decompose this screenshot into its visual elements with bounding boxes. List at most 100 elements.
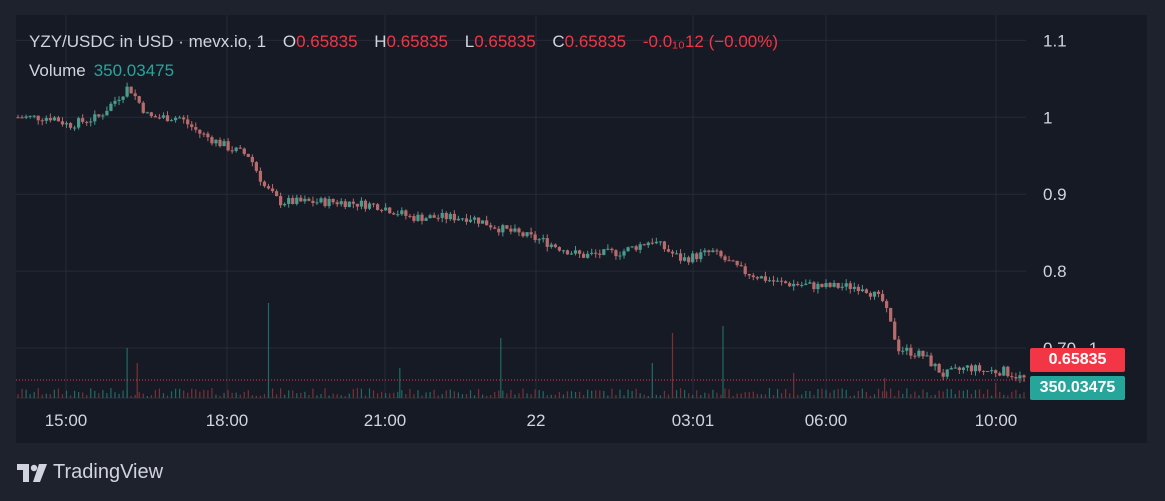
volume-bar	[61, 394, 64, 398]
candle-body	[274, 191, 279, 197]
candle-body	[812, 282, 816, 290]
candle-body	[222, 141, 226, 147]
volume-bar	[421, 395, 423, 398]
volume-bar	[696, 390, 698, 398]
candle-body	[173, 117, 178, 121]
volume-bar	[922, 389, 924, 398]
volume-bar	[647, 395, 649, 398]
candle-body	[759, 276, 763, 279]
candle-body	[64, 123, 69, 125]
candle-body	[218, 139, 222, 147]
volume-bar	[102, 390, 104, 398]
candle-body	[569, 253, 574, 255]
candle-body	[182, 117, 186, 120]
volume-bar	[510, 389, 512, 398]
candle-body	[784, 281, 788, 284]
candle-body	[52, 117, 56, 121]
volume-bar	[562, 394, 565, 398]
volume-bar	[1019, 394, 1021, 398]
candle-body	[864, 289, 869, 294]
candle-body	[109, 103, 113, 111]
volume-bar	[902, 393, 904, 398]
volume-bar	[219, 395, 221, 398]
candle-body	[89, 121, 93, 123]
candle-body	[497, 228, 501, 233]
candle-body	[468, 219, 473, 222]
volume-bar	[69, 395, 72, 398]
volume-bar	[150, 395, 152, 398]
volume-label[interactable]: Volume	[29, 61, 86, 80]
volume-bar	[942, 391, 944, 398]
candle-body	[957, 367, 961, 370]
candle-body	[529, 232, 533, 235]
candle-body	[513, 228, 517, 232]
volume-bar	[461, 394, 464, 398]
volume-bar	[506, 393, 508, 398]
price-chart[interactable]: 1.110.90.80.70₁₄115:0018:0021:002203:010…	[16, 15, 1147, 443]
volume-bar	[453, 391, 455, 398]
volume-bar	[526, 393, 528, 398]
volume-bar	[122, 390, 124, 398]
candle-body	[125, 86, 129, 97]
volume-bar	[134, 394, 136, 398]
high-label: H	[374, 32, 387, 51]
chart-panel[interactable]: 1.110.90.80.70₁₄115:0018:0021:002203:010…	[16, 15, 1147, 443]
candle-body	[97, 114, 101, 117]
candle-body	[674, 253, 679, 255]
candle-body	[573, 250, 578, 254]
time-axis-label: 06:00	[805, 411, 848, 430]
volume-bar	[861, 388, 863, 398]
volume-bar	[813, 395, 815, 398]
volume-bar	[162, 393, 165, 398]
candle-body	[335, 202, 339, 205]
candle-body	[767, 280, 772, 282]
tradingview-logo[interactable]: TradingView	[17, 461, 163, 484]
volume-bar	[41, 394, 43, 398]
candle-body	[262, 181, 267, 187]
candle-body	[561, 250, 566, 252]
candle-body	[481, 220, 485, 224]
candle-body	[392, 213, 396, 215]
volume-bar	[554, 394, 556, 398]
candle-body	[969, 365, 974, 372]
volume-bar	[566, 391, 569, 398]
candle-body	[747, 273, 751, 276]
volume-bar	[679, 388, 682, 398]
volume-bar	[688, 393, 690, 398]
volume-bar	[615, 394, 617, 398]
candle-body	[699, 252, 703, 260]
candle-body	[755, 277, 759, 279]
volume-bar	[445, 390, 447, 398]
candle-body	[557, 247, 561, 251]
candle-body	[553, 244, 557, 248]
candle-body	[121, 96, 125, 100]
candle-body	[1002, 366, 1006, 376]
candle-body	[646, 242, 650, 246]
candle-body	[230, 150, 234, 152]
volume-bar	[308, 394, 310, 398]
volume-bar	[477, 389, 480, 398]
volume-bar	[954, 394, 956, 398]
candle-body	[279, 196, 283, 206]
candle-body	[586, 253, 590, 258]
candle-body	[618, 255, 622, 257]
volume-bar	[845, 389, 847, 398]
candle-body	[436, 217, 440, 219]
symbol-title[interactable]: YZY/USDC in USD · mevx.io, 1	[29, 32, 267, 51]
candle-body	[303, 198, 307, 202]
volume-bar	[869, 395, 872, 398]
candle-body	[194, 127, 198, 130]
volume-bar	[433, 389, 435, 398]
volume-bar	[465, 394, 468, 398]
price-axis-label: 1	[1043, 108, 1052, 127]
candle-body	[880, 293, 885, 302]
candle-body	[456, 218, 460, 221]
candle-body	[949, 368, 953, 370]
volume-bar	[437, 395, 439, 398]
volume-bar	[166, 395, 169, 398]
volume-bar	[623, 395, 625, 398]
candle-body	[178, 117, 182, 119]
candle-body	[214, 139, 218, 144]
volume-bar	[292, 390, 294, 398]
volume-bar	[716, 392, 718, 398]
